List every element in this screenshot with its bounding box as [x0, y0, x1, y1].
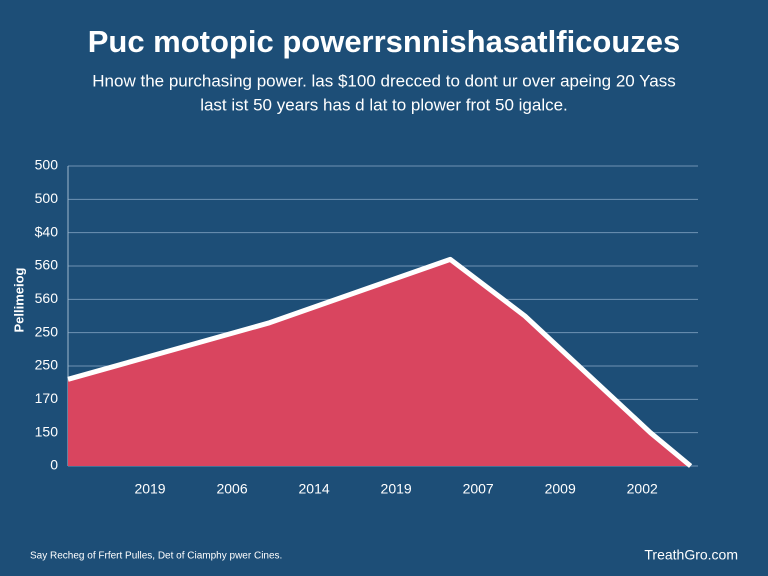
y-tick-label: 560 — [35, 290, 59, 306]
y-tick-label: 250 — [35, 357, 59, 373]
y-tick-label: 560 — [35, 257, 59, 273]
area — [68, 259, 691, 466]
y-tick-label: 170 — [35, 390, 59, 406]
y-axis-label: Pellimeiog — [11, 267, 26, 332]
y-tick-label: $40 — [35, 223, 59, 239]
x-tick-label: 2014 — [299, 481, 330, 497]
x-tick-label: 2006 — [216, 481, 247, 497]
chart-title: Puc motopic powerrsnnishasatlficouzes — [88, 24, 681, 59]
x-tick-label: 2007 — [463, 481, 494, 497]
chart-subtitle: last ist 50 years has d lat to plower fr… — [200, 95, 568, 114]
x-tick-label: 2019 — [381, 481, 412, 497]
x-tick-label: 2009 — [545, 481, 576, 497]
x-tick-label: 2019 — [134, 481, 165, 497]
line — [67, 256, 693, 468]
x-tick-label: 2002 — [627, 481, 658, 497]
y-tick-label: 150 — [35, 423, 59, 439]
chart-subtitle: Hnow the purchasing power. las $100 drec… — [92, 71, 675, 90]
footer-source: Say Recheg of Frfert Pulles, Det of Ciam… — [30, 551, 282, 562]
y-tick-label: 500 — [35, 190, 59, 206]
y-tick-label: 250 — [35, 323, 59, 339]
footer-brand: TreathGro.com — [644, 547, 738, 563]
y-tick-label: 0 — [50, 457, 58, 473]
y-tick-label: 500 — [35, 157, 59, 173]
